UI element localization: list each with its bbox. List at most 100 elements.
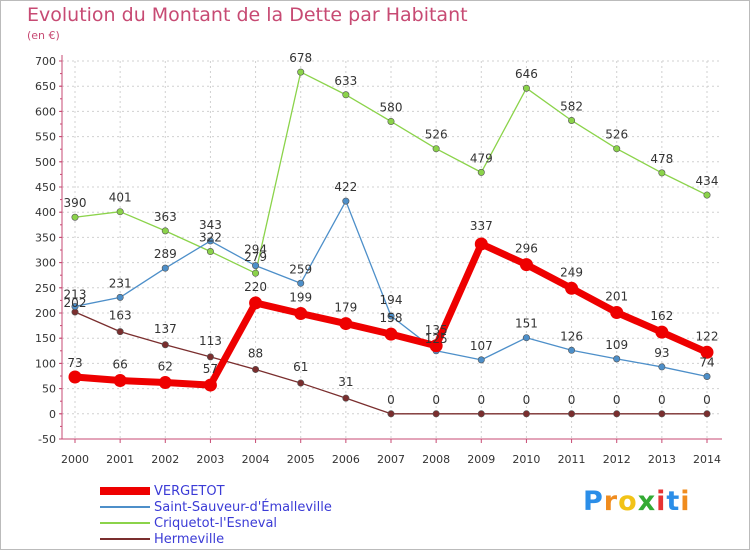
data-point xyxy=(613,355,621,363)
logo-letter: x xyxy=(637,486,657,517)
data-label: 151 xyxy=(515,317,538,331)
data-label: 678 xyxy=(289,51,312,65)
y-tick-label: 50 xyxy=(42,383,56,396)
data-labels: 202 163 137 113 88 61 31 0 0 0 0 0 0 0 0 390 401 363 322 27… xyxy=(64,51,719,407)
y-tick-label: 500 xyxy=(35,156,56,169)
data-label: 163 xyxy=(109,309,132,323)
data-point xyxy=(568,410,576,418)
data-point xyxy=(565,281,579,295)
legend-label: Criquetot-l'Esneval xyxy=(154,515,278,531)
x-tick-label: 2011 xyxy=(558,453,586,466)
data-label: 202 xyxy=(64,296,87,310)
data-label: 422 xyxy=(334,180,357,194)
data-point xyxy=(700,345,714,359)
data-point xyxy=(342,91,350,99)
data-point xyxy=(384,327,398,341)
data-label: 363 xyxy=(154,210,177,224)
data-label: 0 xyxy=(568,393,576,407)
logo-letter: i xyxy=(656,486,667,517)
data-point xyxy=(387,410,395,418)
data-label: 109 xyxy=(605,338,628,352)
logo-letter: o xyxy=(618,486,638,517)
x-tick-label: 2008 xyxy=(422,453,450,466)
x-tick-label: 2005 xyxy=(287,453,315,466)
legend-swatch xyxy=(100,487,150,495)
logo-letter: t xyxy=(666,486,681,517)
data-point xyxy=(613,410,621,418)
legend-swatch xyxy=(100,506,150,508)
data-label: 137 xyxy=(154,322,177,336)
data-point xyxy=(522,334,530,342)
data-point xyxy=(294,307,308,321)
data-point xyxy=(522,410,530,418)
data-point xyxy=(206,353,214,361)
x-tick-label: 2013 xyxy=(648,453,676,466)
data-point xyxy=(610,305,624,319)
data-point xyxy=(387,312,395,320)
data-label: 213 xyxy=(64,287,87,301)
data-point xyxy=(522,84,530,92)
data-label: 66 xyxy=(113,358,128,372)
data-point xyxy=(474,237,488,251)
data-label: 0 xyxy=(387,393,395,407)
x-tick-label: 2003 xyxy=(196,453,224,466)
data-point xyxy=(206,237,214,245)
data-point xyxy=(658,410,666,418)
data-label: 162 xyxy=(650,309,673,323)
data-label: 337 xyxy=(470,219,493,233)
legend-item: Criquetot-l'Esneval xyxy=(100,515,332,531)
data-point xyxy=(161,341,169,349)
legend-item: Saint-Sauveur-d'Émalleville xyxy=(100,499,332,515)
data-label: 294 xyxy=(244,243,267,257)
data-point xyxy=(116,208,124,216)
y-tick-label: 300 xyxy=(35,257,56,270)
data-label: 0 xyxy=(613,393,621,407)
data-point xyxy=(252,262,260,270)
legend-label: Saint-Sauveur-d'Émalleville xyxy=(154,499,332,515)
data-label: 526 xyxy=(605,128,628,142)
data-label: 289 xyxy=(154,247,177,261)
x-tick-label: 2000 xyxy=(61,453,89,466)
data-label: 179 xyxy=(334,301,357,315)
y-tick-label: 200 xyxy=(35,307,56,320)
data-label: 249 xyxy=(560,265,583,279)
x-tick-label: 2012 xyxy=(603,453,631,466)
data-label: 633 xyxy=(334,74,357,88)
data-label: 135 xyxy=(425,323,448,337)
legend-swatch xyxy=(100,522,150,524)
y-tick-label: 700 xyxy=(35,55,56,68)
data-point xyxy=(71,213,79,221)
y-tick-label: 350 xyxy=(35,231,56,244)
data-label: 343 xyxy=(199,218,222,232)
data-point xyxy=(161,264,169,272)
data-label: 88 xyxy=(248,346,263,360)
data-label: 646 xyxy=(515,67,538,81)
legend: VERGETOT Saint-Sauveur-d'Émalleville Criqu… xyxy=(100,483,332,547)
data-label: 479 xyxy=(470,151,493,165)
data-label: 57 xyxy=(203,362,218,376)
y-tick-label: 0 xyxy=(49,408,56,421)
data-point xyxy=(158,376,172,390)
y-tick-label: 650 xyxy=(35,80,56,93)
y-tick-label: 450 xyxy=(35,181,56,194)
axes: -50 0 50 100 150 200 250 300 350 400 450 500 550 600 6… xyxy=(35,55,722,466)
data-label: 125 xyxy=(425,332,448,346)
data-label: 390 xyxy=(64,196,87,210)
data-label: 201 xyxy=(605,289,628,303)
data-point xyxy=(252,269,260,277)
data-label: 122 xyxy=(696,329,719,343)
data-point xyxy=(113,374,127,388)
data-point xyxy=(116,293,124,301)
data-point xyxy=(477,356,485,364)
data-point xyxy=(519,258,533,272)
data-label: 582 xyxy=(560,99,583,113)
data-point xyxy=(658,169,666,177)
data-label: 279 xyxy=(244,250,267,264)
legend-item: VERGETOT xyxy=(100,483,332,499)
data-label: 126 xyxy=(560,329,583,343)
data-label: 0 xyxy=(523,393,531,407)
y-tick-label: 150 xyxy=(35,332,56,345)
data-point xyxy=(432,145,440,153)
chart-title: Evolution du Montant de la Dette par Hab… xyxy=(27,4,468,26)
proxiti-logo: Proxiti xyxy=(583,486,691,517)
